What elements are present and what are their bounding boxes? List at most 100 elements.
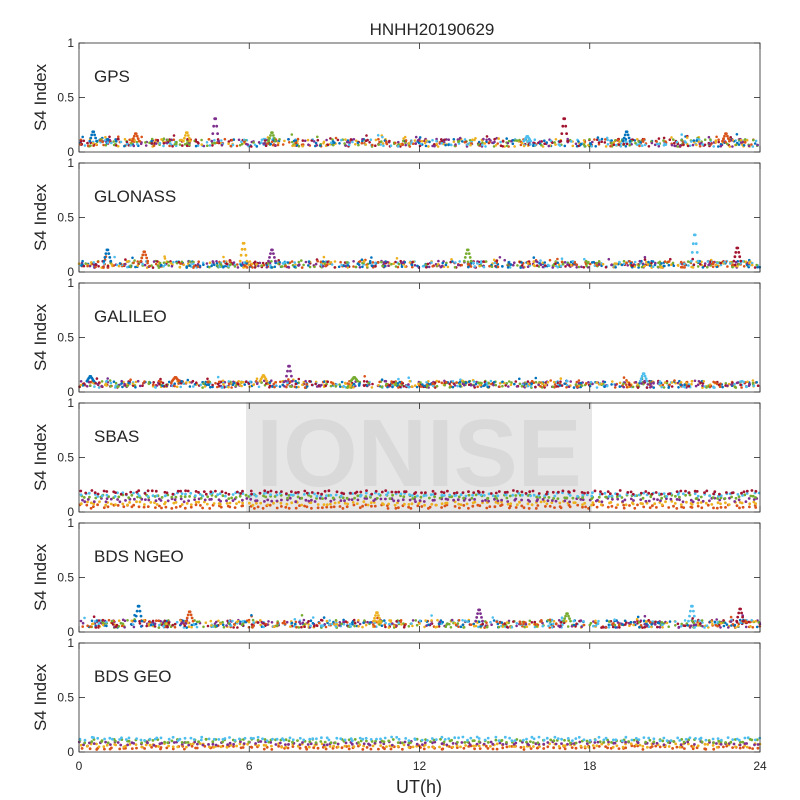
data-point [101,619,104,622]
data-point [441,747,445,751]
data-point [359,490,363,494]
data-point [348,141,351,144]
data-point [281,143,285,146]
data-point [245,259,249,263]
data-point [166,625,169,629]
data-point [430,619,433,622]
data-point [145,256,149,260]
data-point [144,498,147,501]
data-point [751,626,755,629]
data-point [505,490,509,494]
data-point [380,140,383,143]
data-point [471,138,474,141]
data-point [498,255,502,259]
data-point [683,385,686,389]
panel-label: GALILEO [94,307,167,326]
data-point [289,625,292,628]
data-point [185,266,188,269]
data-point [250,145,253,148]
data-point [499,140,502,144]
data-point [316,506,320,510]
data-point [165,383,168,387]
data-point [187,621,190,625]
data-point [236,263,239,266]
data-point [169,142,172,145]
data-point [217,139,221,143]
data-point [417,382,420,386]
data-point [618,385,622,388]
data-point [654,620,657,624]
data-point [309,501,313,504]
data-point [559,139,563,143]
data-point [194,503,198,507]
data-point [418,499,422,502]
data-point [246,143,249,146]
data-point [734,496,738,500]
data-point [536,498,539,501]
data-point [307,264,310,267]
data-point [280,490,283,493]
data-point [304,498,308,502]
data-point [315,497,318,500]
data-point [296,137,300,141]
data-point [436,145,440,148]
data-point [250,492,254,496]
data-point [692,614,696,618]
data-point [240,247,244,251]
data-point [358,382,361,385]
data-point [597,495,601,499]
data-point [431,265,435,268]
y-tick-label: 0.5 [57,91,74,105]
data-point [247,263,250,266]
data-point [160,138,163,141]
data-point [349,491,352,495]
data-point [269,252,272,256]
data-point [491,494,495,498]
data-point [680,505,683,509]
data-point [315,385,319,388]
data-point [245,266,249,269]
data-point [670,143,674,147]
data-point [136,142,139,146]
data-point [256,505,260,509]
data-point [652,381,655,385]
data-point [358,266,362,269]
data-point [212,261,215,264]
data-point [661,623,664,627]
data-point [566,612,569,615]
data-point [670,500,674,503]
data-point [520,264,524,267]
data-point [505,745,509,749]
data-point [715,618,718,621]
data-point [595,505,599,509]
data-point [753,266,757,269]
data-point [308,380,312,383]
data-point [643,143,647,147]
data-point [594,619,597,623]
data-point [679,260,683,264]
data-point [184,489,188,493]
data-point [671,747,674,750]
data-point [312,746,316,750]
data-point [724,506,727,509]
data-point [302,618,306,622]
data-point [670,136,673,139]
data-point [263,489,267,493]
data-point [492,258,496,262]
data-point [399,145,402,148]
data-point [621,139,625,143]
data-point [683,262,686,266]
data-point [108,135,111,139]
data-point [241,620,244,623]
data-point [146,495,150,498]
data-point [79,493,83,497]
data-point [685,382,688,385]
data-point [292,493,295,497]
data-point [264,144,268,147]
data-point [297,490,300,494]
data-point [488,505,492,508]
data-point [125,142,129,146]
data-point [451,260,454,263]
data-point [368,261,372,265]
